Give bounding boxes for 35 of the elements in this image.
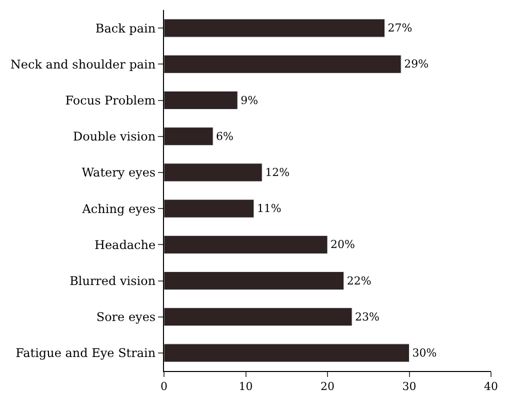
bar xyxy=(164,54,402,74)
x-tick-label: 20 xyxy=(320,380,334,394)
bar xyxy=(164,344,410,362)
y-tick-label: Blurred vision xyxy=(70,274,156,288)
data-label: 29% xyxy=(404,58,429,71)
y-tick-label: Aching eyes xyxy=(81,202,156,216)
x-tick-label: 30 xyxy=(402,380,416,394)
data-label: 23% xyxy=(355,310,380,324)
data-label: 12% xyxy=(265,166,290,179)
y-tick-label: Sore eyes xyxy=(96,310,156,324)
y-tick-label: Back pain xyxy=(95,21,156,36)
y-tick-label: Neck and shoulder pain xyxy=(10,57,156,72)
y-tick-label: Focus Problem xyxy=(65,93,156,108)
bar xyxy=(164,271,344,290)
y-tick-label: Watery eyes xyxy=(82,166,156,180)
x-tick-label: 40 xyxy=(484,380,498,394)
x-tick-label: 0 xyxy=(160,380,168,394)
bar xyxy=(164,199,254,218)
y-tick-label: Fatigue and Eye Strain xyxy=(16,346,156,360)
data-label: 27% xyxy=(388,22,412,35)
y-tick-label: Double vision xyxy=(73,130,156,144)
bar xyxy=(164,235,328,254)
data-label: 11% xyxy=(256,202,282,216)
data-label: 22% xyxy=(346,274,372,288)
bar xyxy=(164,18,385,38)
y-tick-label: Headache xyxy=(94,238,156,252)
bar xyxy=(164,90,238,110)
x-tick-label: 10 xyxy=(238,380,253,394)
data-label: 20% xyxy=(330,238,355,252)
data-label: 9% xyxy=(240,94,258,107)
data-label: 6% xyxy=(216,130,234,143)
bar xyxy=(164,127,214,146)
bar xyxy=(164,308,352,326)
bar xyxy=(164,163,262,182)
data-label: 30% xyxy=(412,346,437,360)
